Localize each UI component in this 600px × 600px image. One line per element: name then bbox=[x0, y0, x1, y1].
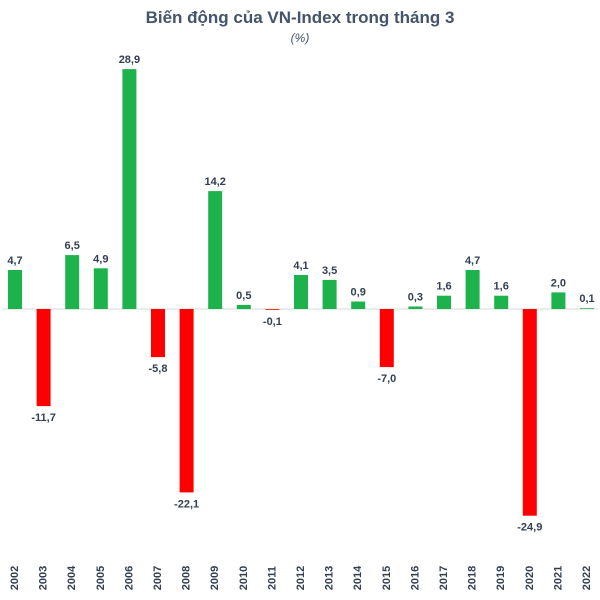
bar-2020 bbox=[522, 309, 537, 516]
value-label-2019: 1,6 bbox=[494, 281, 509, 293]
category-label-2015: 2015 bbox=[381, 566, 393, 590]
value-label-2017: 1,6 bbox=[436, 281, 451, 293]
bar-2010 bbox=[236, 304, 251, 310]
bar-2008 bbox=[179, 309, 194, 493]
category-label-2009: 2009 bbox=[209, 566, 221, 590]
chart-title: Biến động của VN-Index trong tháng 3 bbox=[145, 8, 455, 27]
value-label-2012: 4,1 bbox=[293, 260, 308, 272]
value-label-2018: 4,7 bbox=[465, 255, 480, 267]
value-label-2007: -5,8 bbox=[149, 363, 168, 375]
value-label-2005: 4,9 bbox=[93, 253, 108, 265]
category-label-2002: 2002 bbox=[9, 566, 21, 590]
bar-2016 bbox=[408, 306, 423, 309]
bar-2018 bbox=[465, 270, 480, 309]
category-label-2011: 2011 bbox=[266, 566, 278, 590]
value-label-2016: 0,3 bbox=[408, 292, 423, 304]
value-label-2003: -11,7 bbox=[31, 412, 55, 424]
bar-2017 bbox=[437, 295, 451, 309]
category-label-2012: 2012 bbox=[295, 566, 307, 590]
value-label-2020: -24,9 bbox=[517, 522, 542, 534]
bar-2009 bbox=[208, 191, 223, 309]
bar-2004 bbox=[65, 255, 80, 310]
bar-2019 bbox=[494, 295, 509, 309]
value-label-2021: 2,0 bbox=[551, 277, 566, 289]
bar-2021 bbox=[551, 292, 566, 309]
bar-2013 bbox=[322, 279, 337, 309]
category-label-2017: 2017 bbox=[438, 566, 450, 590]
bar-2003 bbox=[36, 309, 51, 407]
chart-subtitle: (%) bbox=[290, 31, 310, 45]
category-label-2021: 2021 bbox=[552, 566, 564, 590]
value-label-2014: 0,9 bbox=[351, 287, 366, 299]
value-label-2011: -0,1 bbox=[263, 316, 282, 328]
category-label-2006: 2006 bbox=[123, 566, 135, 590]
value-label-2004: 6,5 bbox=[65, 240, 80, 252]
category-label-2003: 2003 bbox=[38, 566, 50, 590]
category-label-2010: 2010 bbox=[238, 566, 250, 590]
category-label-2016: 2016 bbox=[409, 566, 421, 590]
bar-2012 bbox=[294, 275, 308, 309]
bar-2014 bbox=[351, 301, 366, 309]
value-label-2015: -7,0 bbox=[377, 373, 396, 385]
value-label-2009: 14,2 bbox=[204, 176, 225, 188]
value-label-2022: 0,1 bbox=[579, 293, 594, 305]
category-label-2020: 2020 bbox=[524, 566, 536, 590]
category-label-2005: 2005 bbox=[95, 566, 107, 590]
category-label-2013: 2013 bbox=[324, 566, 336, 590]
value-label-2008: -22,1 bbox=[174, 498, 199, 510]
value-label-2010: 0,5 bbox=[236, 290, 251, 302]
category-label-2022: 2022 bbox=[581, 566, 593, 590]
value-label-2006: 28,9 bbox=[119, 54, 140, 66]
bar-2022 bbox=[580, 308, 594, 309]
category-label-2004: 2004 bbox=[66, 565, 78, 590]
value-label-2013: 3,5 bbox=[322, 265, 337, 277]
value-label-2002: 4,7 bbox=[7, 255, 22, 267]
bar-2007 bbox=[151, 309, 165, 358]
bar-2011 bbox=[265, 309, 280, 310]
category-label-2014: 2014 bbox=[352, 565, 364, 590]
bar-2015 bbox=[379, 309, 394, 368]
bar-2006 bbox=[122, 69, 137, 309]
bar-2002 bbox=[8, 270, 22, 309]
category-label-2018: 2018 bbox=[467, 566, 479, 590]
category-label-2019: 2019 bbox=[495, 566, 507, 590]
category-label-2007: 2007 bbox=[152, 566, 164, 590]
category-label-2008: 2008 bbox=[181, 566, 193, 590]
bar-2005 bbox=[93, 268, 108, 309]
